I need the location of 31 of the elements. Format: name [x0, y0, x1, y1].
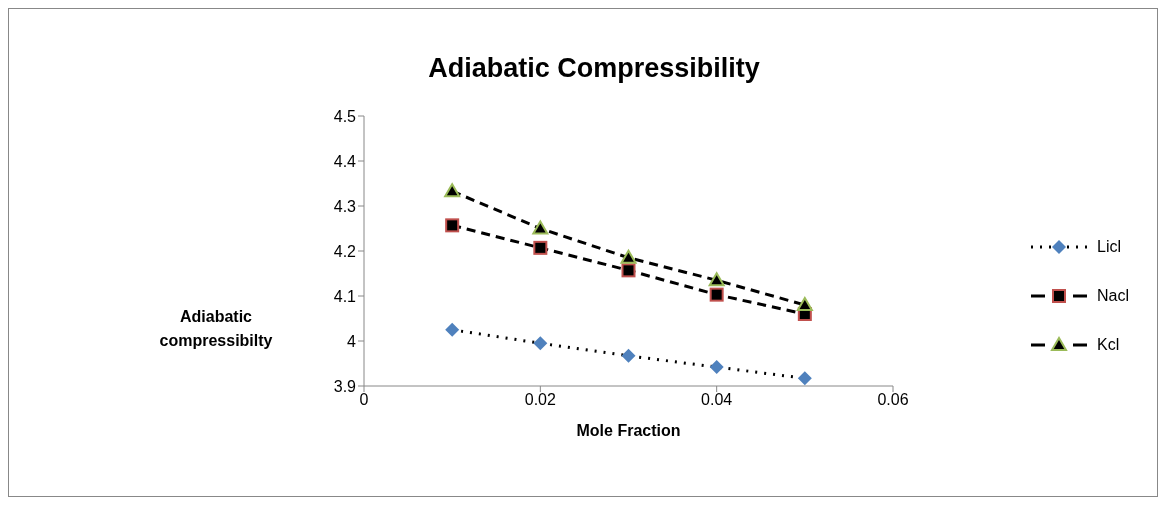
x-tick-label: 0.04 — [701, 391, 733, 409]
y-tick-label: 4.2 — [333, 242, 357, 260]
legend-label: Nacl — [1097, 286, 1130, 306]
point — [796, 297, 813, 311]
point — [445, 218, 460, 233]
point — [797, 371, 812, 386]
point — [708, 272, 725, 287]
x-tick-label: 0.06 — [877, 391, 909, 409]
point — [533, 336, 548, 351]
point — [532, 220, 549, 235]
point — [621, 263, 636, 278]
x-axis-title: Mole Fraction — [576, 422, 681, 439]
point — [621, 348, 636, 363]
x-tick-label: 0 — [359, 391, 369, 409]
legend-label: Licl — [1097, 237, 1122, 257]
chart-title: Adiabatic Compressibility — [427, 53, 761, 84]
y-tick-label: 4.5 — [333, 107, 357, 125]
legend-label: Kcl — [1097, 335, 1120, 355]
y-tick-label: 4.1 — [333, 287, 357, 305]
y-tick-label: 4.4 — [333, 152, 357, 170]
point — [709, 360, 724, 375]
point — [709, 287, 724, 302]
x-tick-label: 0.02 — [524, 391, 557, 409]
point — [620, 249, 637, 264]
y-axis-title: Adiabatic compressibilty — [158, 307, 274, 351]
point — [445, 322, 460, 337]
y-tick-label: 4.3 — [333, 197, 357, 215]
y-tick-label: 4 — [347, 332, 357, 350]
point — [444, 183, 461, 198]
y-tick-label: 3.9 — [333, 377, 357, 395]
point — [533, 240, 548, 255]
